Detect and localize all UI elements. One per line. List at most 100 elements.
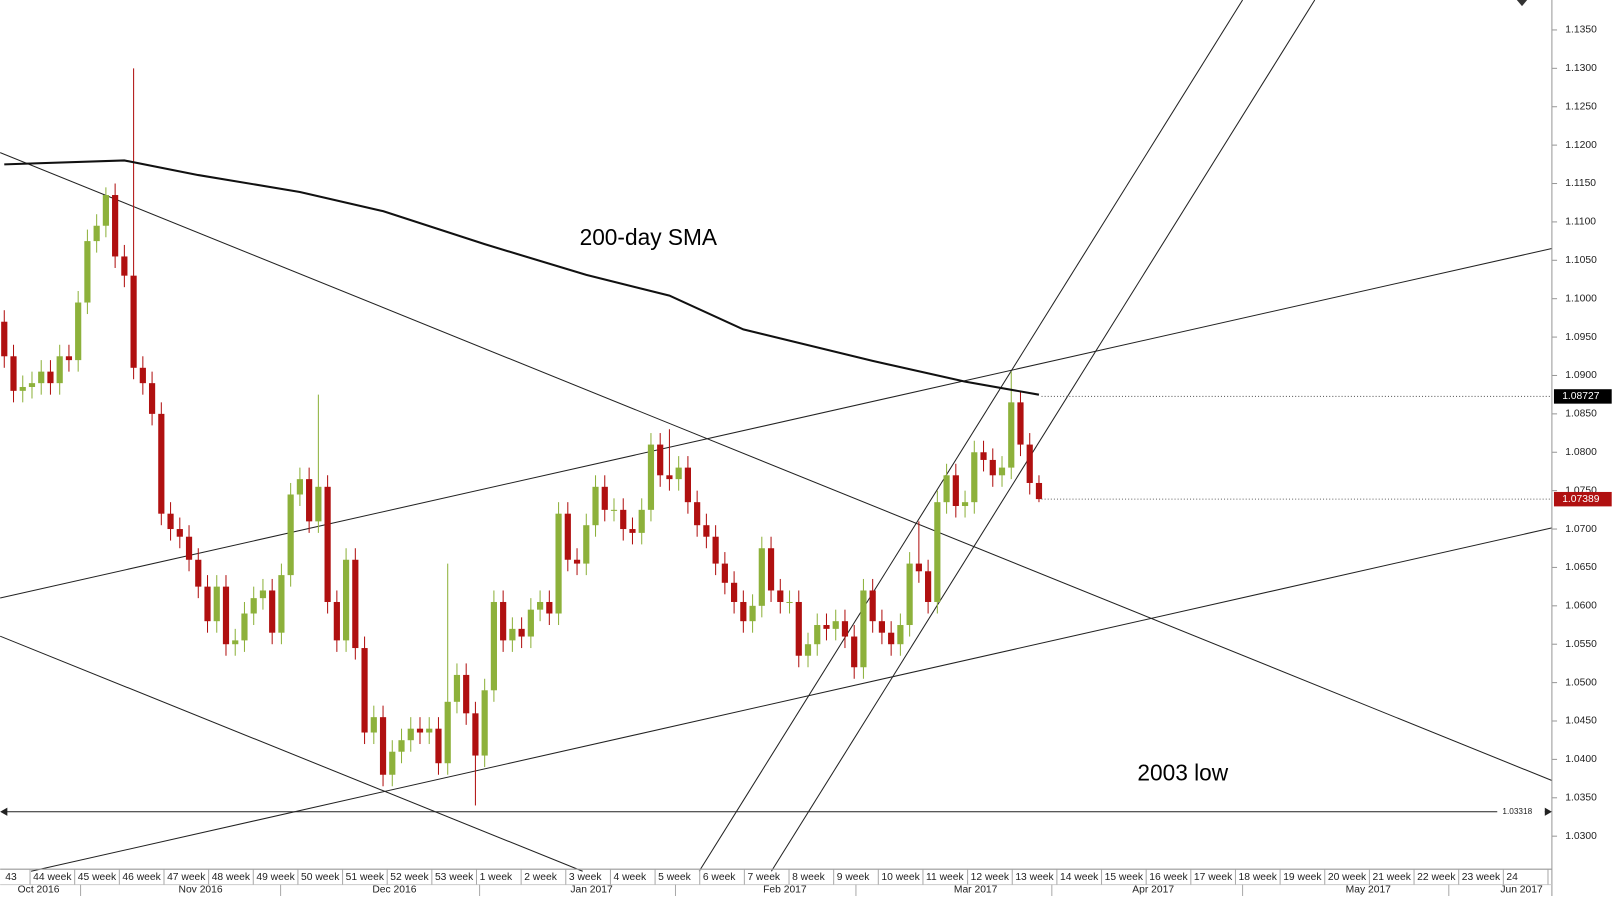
trend-line	[0, 152, 1553, 781]
week-label: 20 week	[1328, 872, 1367, 883]
candle-body	[814, 625, 821, 645]
candle-body	[93, 225, 100, 242]
candle-body	[19, 386, 26, 391]
candle-body	[333, 601, 340, 641]
trend-line	[0, 635, 583, 872]
candle-body	[841, 621, 849, 637]
candle-body	[536, 601, 544, 610]
candle-body	[213, 586, 220, 622]
candle-body	[222, 586, 230, 645]
y-tick-label: 1.0550	[1565, 639, 1597, 650]
candle-body	[564, 513, 571, 560]
candle-body	[500, 601, 507, 641]
week-label: 12 week	[971, 872, 1010, 883]
candle-body	[925, 571, 932, 602]
week-label: 47 week	[167, 872, 206, 883]
candle-body	[860, 590, 867, 668]
price-tag-label: 1.07389	[1562, 494, 1599, 505]
candle-body	[398, 740, 405, 752]
candle-body	[112, 195, 119, 257]
week-label: 22 week	[1417, 872, 1456, 883]
price-tag-label: 1.08727	[1562, 391, 1599, 402]
week-label: 15 week	[1105, 872, 1144, 883]
week-label: 21 week	[1372, 872, 1411, 883]
week-label: 43	[5, 872, 17, 883]
week-label: 14 week	[1060, 872, 1099, 883]
candle-body	[65, 356, 73, 361]
y-tick-label: 1.1200	[1565, 140, 1597, 151]
candle-body	[851, 636, 858, 668]
week-label: 44 week	[33, 872, 72, 883]
candle-body	[943, 475, 950, 503]
menu-arrow[interactable]	[1516, 0, 1528, 7]
annotation: 200-day SMA	[580, 224, 718, 250]
candle-body	[56, 356, 63, 384]
y-tick-label: 1.1150	[1565, 178, 1596, 189]
candle-body	[888, 632, 895, 645]
trend-line	[698, 0, 1244, 872]
candle-body	[980, 452, 987, 460]
week-label: 45 week	[78, 872, 117, 883]
candle-body	[241, 613, 248, 641]
candle-body	[269, 590, 276, 633]
y-tick-label: 1.1100	[1565, 217, 1596, 228]
month-label: Apr 2017	[1132, 885, 1174, 896]
price-tag	[1553, 389, 1612, 404]
candle-body	[1035, 482, 1043, 500]
candle-body	[481, 690, 488, 756]
week-label: 4 week	[614, 872, 647, 883]
candle-body	[185, 536, 193, 560]
y-tick-label: 1.1300	[1565, 63, 1597, 74]
y-tick-label: 1.0950	[1565, 332, 1597, 343]
y-tick-label: 1.0750	[1565, 485, 1597, 496]
candle-body	[75, 302, 82, 361]
week-label: 1 week	[480, 872, 513, 883]
candle-body	[296, 479, 303, 495]
y-tick-label: 1.1000	[1565, 293, 1597, 304]
candle-body	[352, 559, 359, 649]
candle-body	[823, 625, 830, 629]
candle-body	[1017, 402, 1024, 445]
y-tick-label: 1.0850	[1565, 409, 1597, 420]
candle-body	[527, 609, 534, 637]
y-tick-label: 1.0450	[1565, 716, 1597, 727]
sma-line	[4, 159, 1040, 396]
candle-body	[666, 475, 673, 480]
candle-body	[509, 628, 516, 641]
candle-body	[989, 459, 996, 476]
week-label: 51 week	[346, 872, 385, 883]
week-label: 16 week	[1149, 872, 1188, 883]
candle-body	[934, 502, 941, 602]
week-label: 18 week	[1239, 872, 1278, 883]
week-label: 49 week	[256, 872, 295, 883]
y-tick-label: 1.0700	[1565, 524, 1597, 535]
candle-body	[767, 548, 775, 591]
week-label: 6 week	[703, 872, 736, 883]
candle-body	[832, 621, 839, 629]
candle-body	[795, 601, 802, 656]
candle-body	[804, 644, 812, 656]
candle-body	[869, 590, 876, 622]
y-tick-label: 1.0300	[1565, 831, 1597, 842]
candle-body	[130, 275, 137, 368]
candle-body	[647, 444, 655, 510]
week-label: 48 week	[212, 872, 251, 883]
candle-body	[259, 590, 267, 599]
candle-body	[121, 256, 128, 276]
y-tick-label: 1.0900	[1565, 370, 1597, 381]
candle-body	[10, 356, 17, 391]
candle-body	[758, 548, 765, 606]
candle-body	[906, 563, 913, 626]
candle-body	[389, 751, 396, 775]
candle-body	[573, 559, 581, 564]
candle-body	[453, 674, 461, 702]
month-label: Feb 2017	[763, 885, 807, 896]
candle-body	[971, 452, 978, 503]
candle-body	[740, 601, 747, 622]
candle-body	[961, 502, 969, 507]
week-label: 23 week	[1462, 872, 1501, 883]
month-label: Nov 2016	[179, 885, 223, 896]
candle-body	[915, 563, 922, 572]
month-label: Dec 2016	[372, 885, 416, 896]
